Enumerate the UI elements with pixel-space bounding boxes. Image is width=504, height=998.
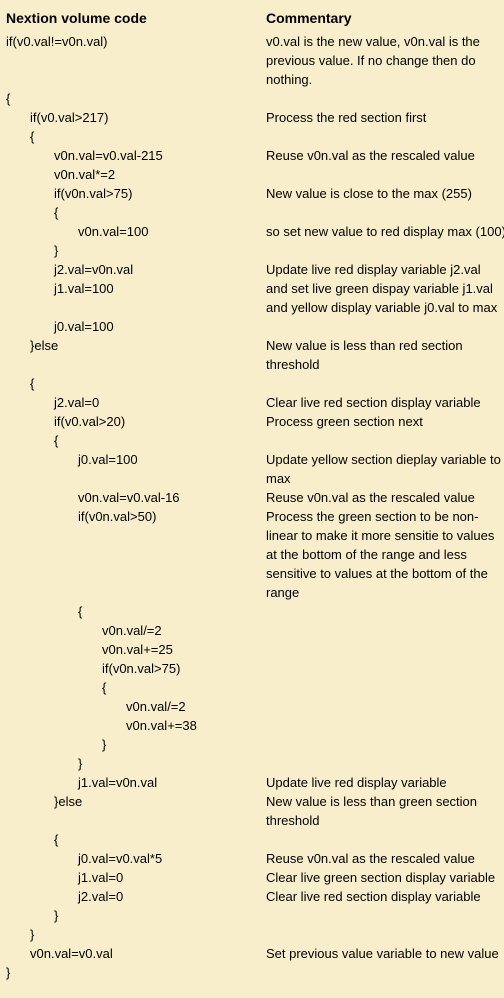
code-line: j1.val=100 (6, 279, 266, 317)
commentary-line: Reuse v0n.val as the rescaled value (266, 146, 504, 165)
commentary-line (266, 640, 504, 659)
commentary-line (266, 374, 504, 393)
commentary-line (266, 621, 504, 640)
commentary-line (266, 697, 504, 716)
commentary-line: Process green section next (266, 412, 504, 431)
code-line: } (6, 735, 266, 754)
commentary-line: New value is less than red section thres… (266, 336, 504, 374)
commentary-line (266, 431, 504, 450)
code-line: { (6, 127, 266, 146)
code-line: j0.val=v0.val*5 (6, 849, 266, 868)
code-line: } (6, 241, 266, 260)
code-line: } (6, 754, 266, 773)
code-line: v0n.val=v0.val-16 (6, 488, 266, 507)
code-line: j2.val=0 (6, 887, 266, 906)
code-commentary-table: Nextion volume code Commentary if(v0.val… (0, 0, 504, 998)
code-line: } (6, 925, 266, 944)
commentary-line: Process the green section to be non-line… (266, 507, 504, 602)
commentary-line: and set live green dispay variable j1.va… (266, 279, 504, 317)
commentary-line (266, 963, 504, 982)
code-line: j2.val=v0n.val (6, 260, 266, 279)
code-line: }else (6, 336, 266, 374)
commentary-line (266, 241, 504, 260)
commentary-line: Reuse v0n.val as the rescaled value (266, 488, 504, 507)
code-line: { (6, 830, 266, 849)
commentary-line (266, 127, 504, 146)
code-line: if(v0.val>20) (6, 412, 266, 431)
commentary-line (266, 602, 504, 621)
code-line: v0n.val=v0.val-215 (6, 146, 266, 165)
commentary-line: Clear live red section display variable (266, 393, 504, 412)
code-line: } (6, 906, 266, 925)
commentary-line: New value is less than green section thr… (266, 792, 504, 830)
commentary-line: Clear live red section display variable (266, 887, 504, 906)
code-line: v0n.val/=2 (6, 697, 266, 716)
code-line: { (6, 89, 266, 108)
commentary-line (266, 317, 504, 336)
commentary-line (266, 716, 504, 735)
commentary-line: so set new value to red display max (100… (266, 222, 504, 241)
code-line: j1.val=v0n.val (6, 773, 266, 792)
commentary-line (266, 89, 504, 108)
commentary-line: Process the red section first (266, 108, 504, 127)
code-line: v0n.val*=2 (6, 165, 266, 184)
commentary-line (266, 906, 504, 925)
code-line: { (6, 431, 266, 450)
commentary-line: v0.val is the new value, v0n.val is the … (266, 32, 504, 89)
code-line: j0.val=100 (6, 450, 266, 488)
code-line: j0.val=100 (6, 317, 266, 336)
commentary-line: Update yellow section dieplay variable t… (266, 450, 504, 488)
code-line: v0n.val=v0.val (6, 944, 266, 963)
commentary-line: New value is close to the max (255) (266, 184, 504, 203)
commentary-line: Update live red display variable j2.val (266, 260, 504, 279)
code-line: { (6, 203, 266, 222)
code-line: j2.val=0 (6, 393, 266, 412)
commentary-line (266, 754, 504, 773)
code-line: j1.val=0 (6, 868, 266, 887)
code-line: if(v0n.val>50) (6, 507, 266, 602)
code-line: { (6, 602, 266, 621)
code-column-header: Nextion volume code (6, 10, 266, 32)
commentary-line: Clear live green section display variabl… (266, 868, 504, 887)
code-line: if(v0.val>217) (6, 108, 266, 127)
commentary-line: Update live red display variable (266, 773, 504, 792)
code-line: } (6, 963, 266, 982)
code-line: v0n.val=100 (6, 222, 266, 241)
code-line: v0n.val/=2 (6, 621, 266, 640)
commentary-line (266, 735, 504, 754)
commentary-column-header: Commentary (266, 10, 504, 32)
commentary-line (266, 678, 504, 697)
code-line: v0n.val+=38 (6, 716, 266, 735)
commentary-line (266, 659, 504, 678)
commentary-line (266, 830, 504, 849)
code-line: if(v0.val!=v0n.val) (6, 32, 266, 89)
commentary-line: Reuse v0n.val as the rescaled value (266, 849, 504, 868)
commentary-line (266, 165, 504, 184)
code-line: { (6, 678, 266, 697)
commentary-line (266, 925, 504, 944)
code-line: if(v0n.val>75) (6, 659, 266, 678)
code-line: v0n.val+=25 (6, 640, 266, 659)
commentary-line: Set previous value variable to new value (266, 944, 504, 963)
code-line: }else (6, 792, 266, 830)
code-line: if(v0n.val>75) (6, 184, 266, 203)
commentary-line (266, 203, 504, 222)
code-line: { (6, 374, 266, 393)
